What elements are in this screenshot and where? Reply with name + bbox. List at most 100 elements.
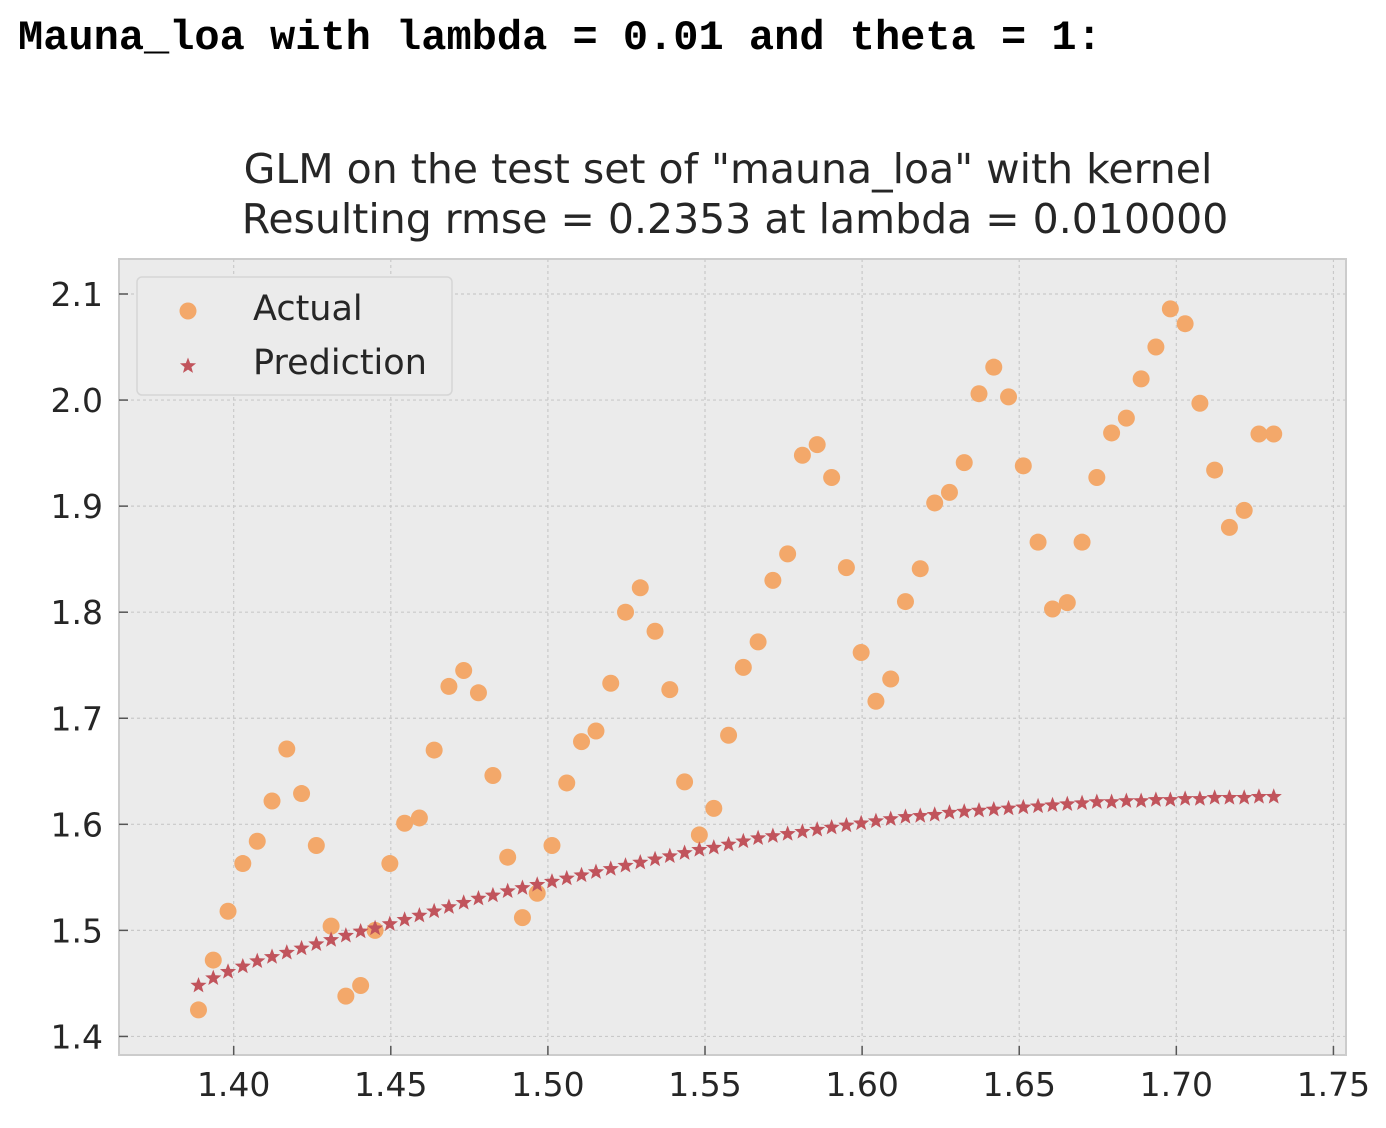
actual-point [307,837,325,855]
actual-point [263,792,281,810]
y-tick-label: 1.7 [51,699,103,738]
x-tick-label: 1.65 [982,1065,1055,1104]
x-tick-label: 1.75 [1297,1065,1370,1104]
y-tick-label: 1.4 [51,1017,103,1056]
actual-point [970,385,988,403]
prediction-point [617,857,634,873]
actual-point [1250,425,1268,443]
prediction-point [514,879,531,895]
actual-point [1014,457,1032,475]
actual-point [808,436,826,454]
y-tick-label: 1.6 [51,805,103,844]
prediction-point [602,860,619,876]
prediction-point [470,890,487,906]
legend-prediction-label: Prediction [253,343,427,383]
prediction-point [529,876,546,892]
actual-point [896,593,914,611]
actual-point [573,733,591,751]
prediction-point [853,814,870,831]
prediction-point [1147,791,1164,807]
y-tick-label: 1.8 [51,593,103,632]
actual-point [425,741,443,759]
actual-point [1235,501,1253,519]
prediction-point [794,823,811,839]
prediction-point [1206,789,1223,805]
legend-box [136,276,453,396]
prediction-point [632,854,649,870]
actual-point [1191,394,1209,412]
prediction-point [750,829,767,845]
actual-point [1206,461,1224,479]
actual-point [867,692,885,710]
actual-point [469,684,487,702]
actual-point [410,809,428,827]
actual-point [661,681,679,699]
prediction-point [1250,788,1268,804]
actual-point [1103,424,1121,442]
prediction-point [1103,793,1120,809]
actual-point [911,560,929,578]
x-tick-label: 1.60 [825,1065,898,1104]
prediction-point [1044,796,1061,813]
actual-point [1088,468,1106,486]
actual-point [513,909,531,927]
legend-actual-label: Actual [253,289,363,329]
prediction-point [411,907,428,923]
y-tick-label: 1.5 [51,911,103,950]
actual-point [293,785,311,803]
actual-point [440,677,458,695]
prediction-point [985,800,1002,817]
y-tick-label: 2.1 [51,275,103,314]
prediction-point [573,866,590,883]
prediction-point [293,939,310,956]
actual-point [1147,338,1165,356]
actual-point [749,633,767,651]
actual-point [1161,300,1179,318]
actual-point [1000,388,1018,406]
prediction-point [190,977,207,993]
actual-point [676,773,694,791]
chart-title: GLM on the test set of "mauna_loa" with … [244,145,1213,193]
prediction-point [1059,795,1076,812]
prediction-point [558,869,575,886]
prediction-point [1265,788,1282,804]
prediction-point [926,806,943,822]
prediction-point [543,873,561,889]
actual-point [352,977,370,995]
actual-point [1117,409,1135,427]
actual-point [690,826,708,844]
prediction-point [219,963,237,979]
actual-point [1176,315,1194,333]
actual-point [337,987,355,1005]
x-tick-label: 1.55 [668,1065,741,1104]
prediction-point [882,810,899,826]
y-tick-label: 1.9 [51,487,103,526]
prediction-point [1162,791,1179,807]
actual-point [455,662,473,680]
prediction-point [735,832,752,849]
prediction-point [308,935,325,952]
prediction-point [323,931,340,947]
actual-point [940,483,958,501]
prediction-point [1221,789,1238,805]
prediction-point [484,886,501,903]
prediction-point [455,894,472,910]
actual-point [1029,533,1047,551]
prediction-point [381,915,398,931]
data-marks [189,300,1283,1019]
actual-point [764,571,782,589]
prediction-point [278,944,295,960]
actual-point [823,468,841,486]
actual-point [602,674,620,692]
prediction-point [676,844,693,860]
actual-point [234,855,252,873]
prediction-point [337,927,354,943]
actual-point [779,545,797,563]
prediction-point [234,957,251,974]
prediction-point [720,835,737,852]
prediction-point [661,847,678,864]
prediction-point [956,803,973,819]
actual-point [278,740,296,758]
prediction-point [426,902,443,919]
